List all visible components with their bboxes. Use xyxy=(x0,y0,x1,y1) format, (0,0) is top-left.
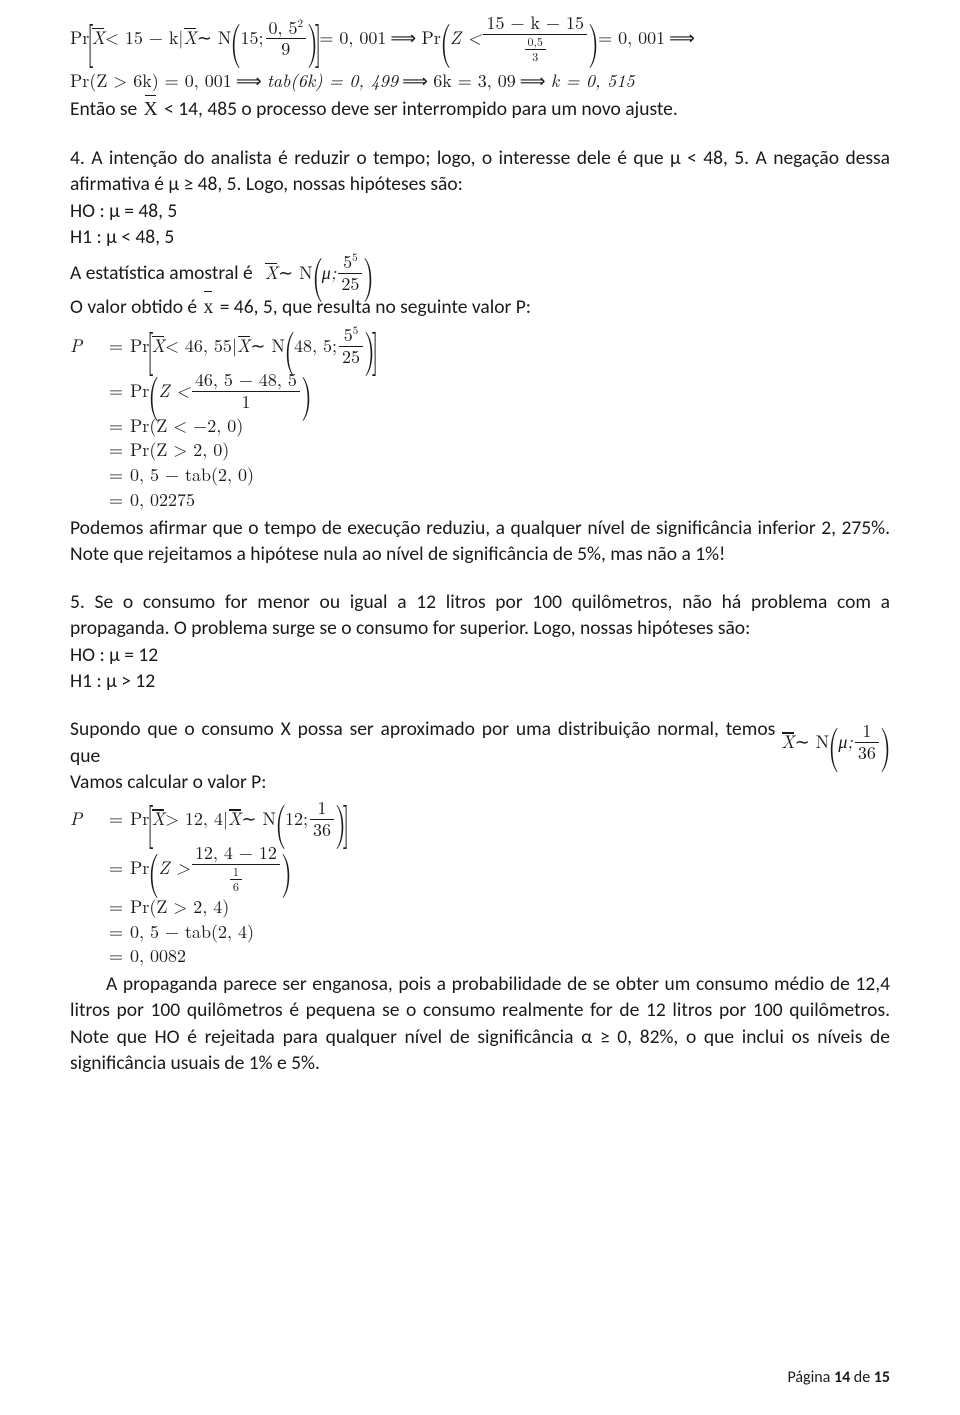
vamos-line: Vamos calcular o valor P: xyxy=(70,769,890,795)
h0-4: HO : μ = 48, 5 xyxy=(70,198,890,224)
eq-top-block: Pr [ X < 15 − k| X ∼ N ( 15; 0, 52 9 ) ]… xyxy=(70,10,890,94)
xbar: X xyxy=(183,28,196,49)
para-2: 4. A intenção do analista é reduzir o te… xyxy=(70,145,890,198)
eq-p-block: P = Pr [ X < 46, 55| X ∼ N ( 48, 5; 55 2… xyxy=(70,325,890,510)
stat-line: A estatística amostral é X ∼ N ( μ; 55 2… xyxy=(70,252,890,294)
supondo-line: Supondo que o consumo X possa ser aproxi… xyxy=(70,716,775,769)
para-1: Então se X < 14, 485 o processo deve ser… xyxy=(70,96,890,123)
eq-p2-block: P = Pr [ X > 12, 4| X ∼ N ( 12; 1 36 ) ] xyxy=(70,799,890,967)
h1-5: H1 : μ > 12 xyxy=(70,668,890,694)
page-footer: Página 14 de 15 xyxy=(787,1368,890,1387)
valor-line: O valor obtido é x = 46, 5, que resulta … xyxy=(70,294,890,321)
supondo-formula: X ∼ N ( μ; 1 36 ) xyxy=(781,722,890,763)
para-4: 5. Se o consumo for menor ou igual a 12 … xyxy=(70,589,890,642)
xbar: X xyxy=(92,28,105,49)
para-3: Podemos afirmar que o tempo de execução … xyxy=(70,515,890,568)
h1-4: H1 : μ < 48, 5 xyxy=(70,224,890,250)
h0-5: HO : μ = 12 xyxy=(70,642,890,668)
para-5: A propaganda parece ser enganosa, pois a… xyxy=(70,971,890,1076)
